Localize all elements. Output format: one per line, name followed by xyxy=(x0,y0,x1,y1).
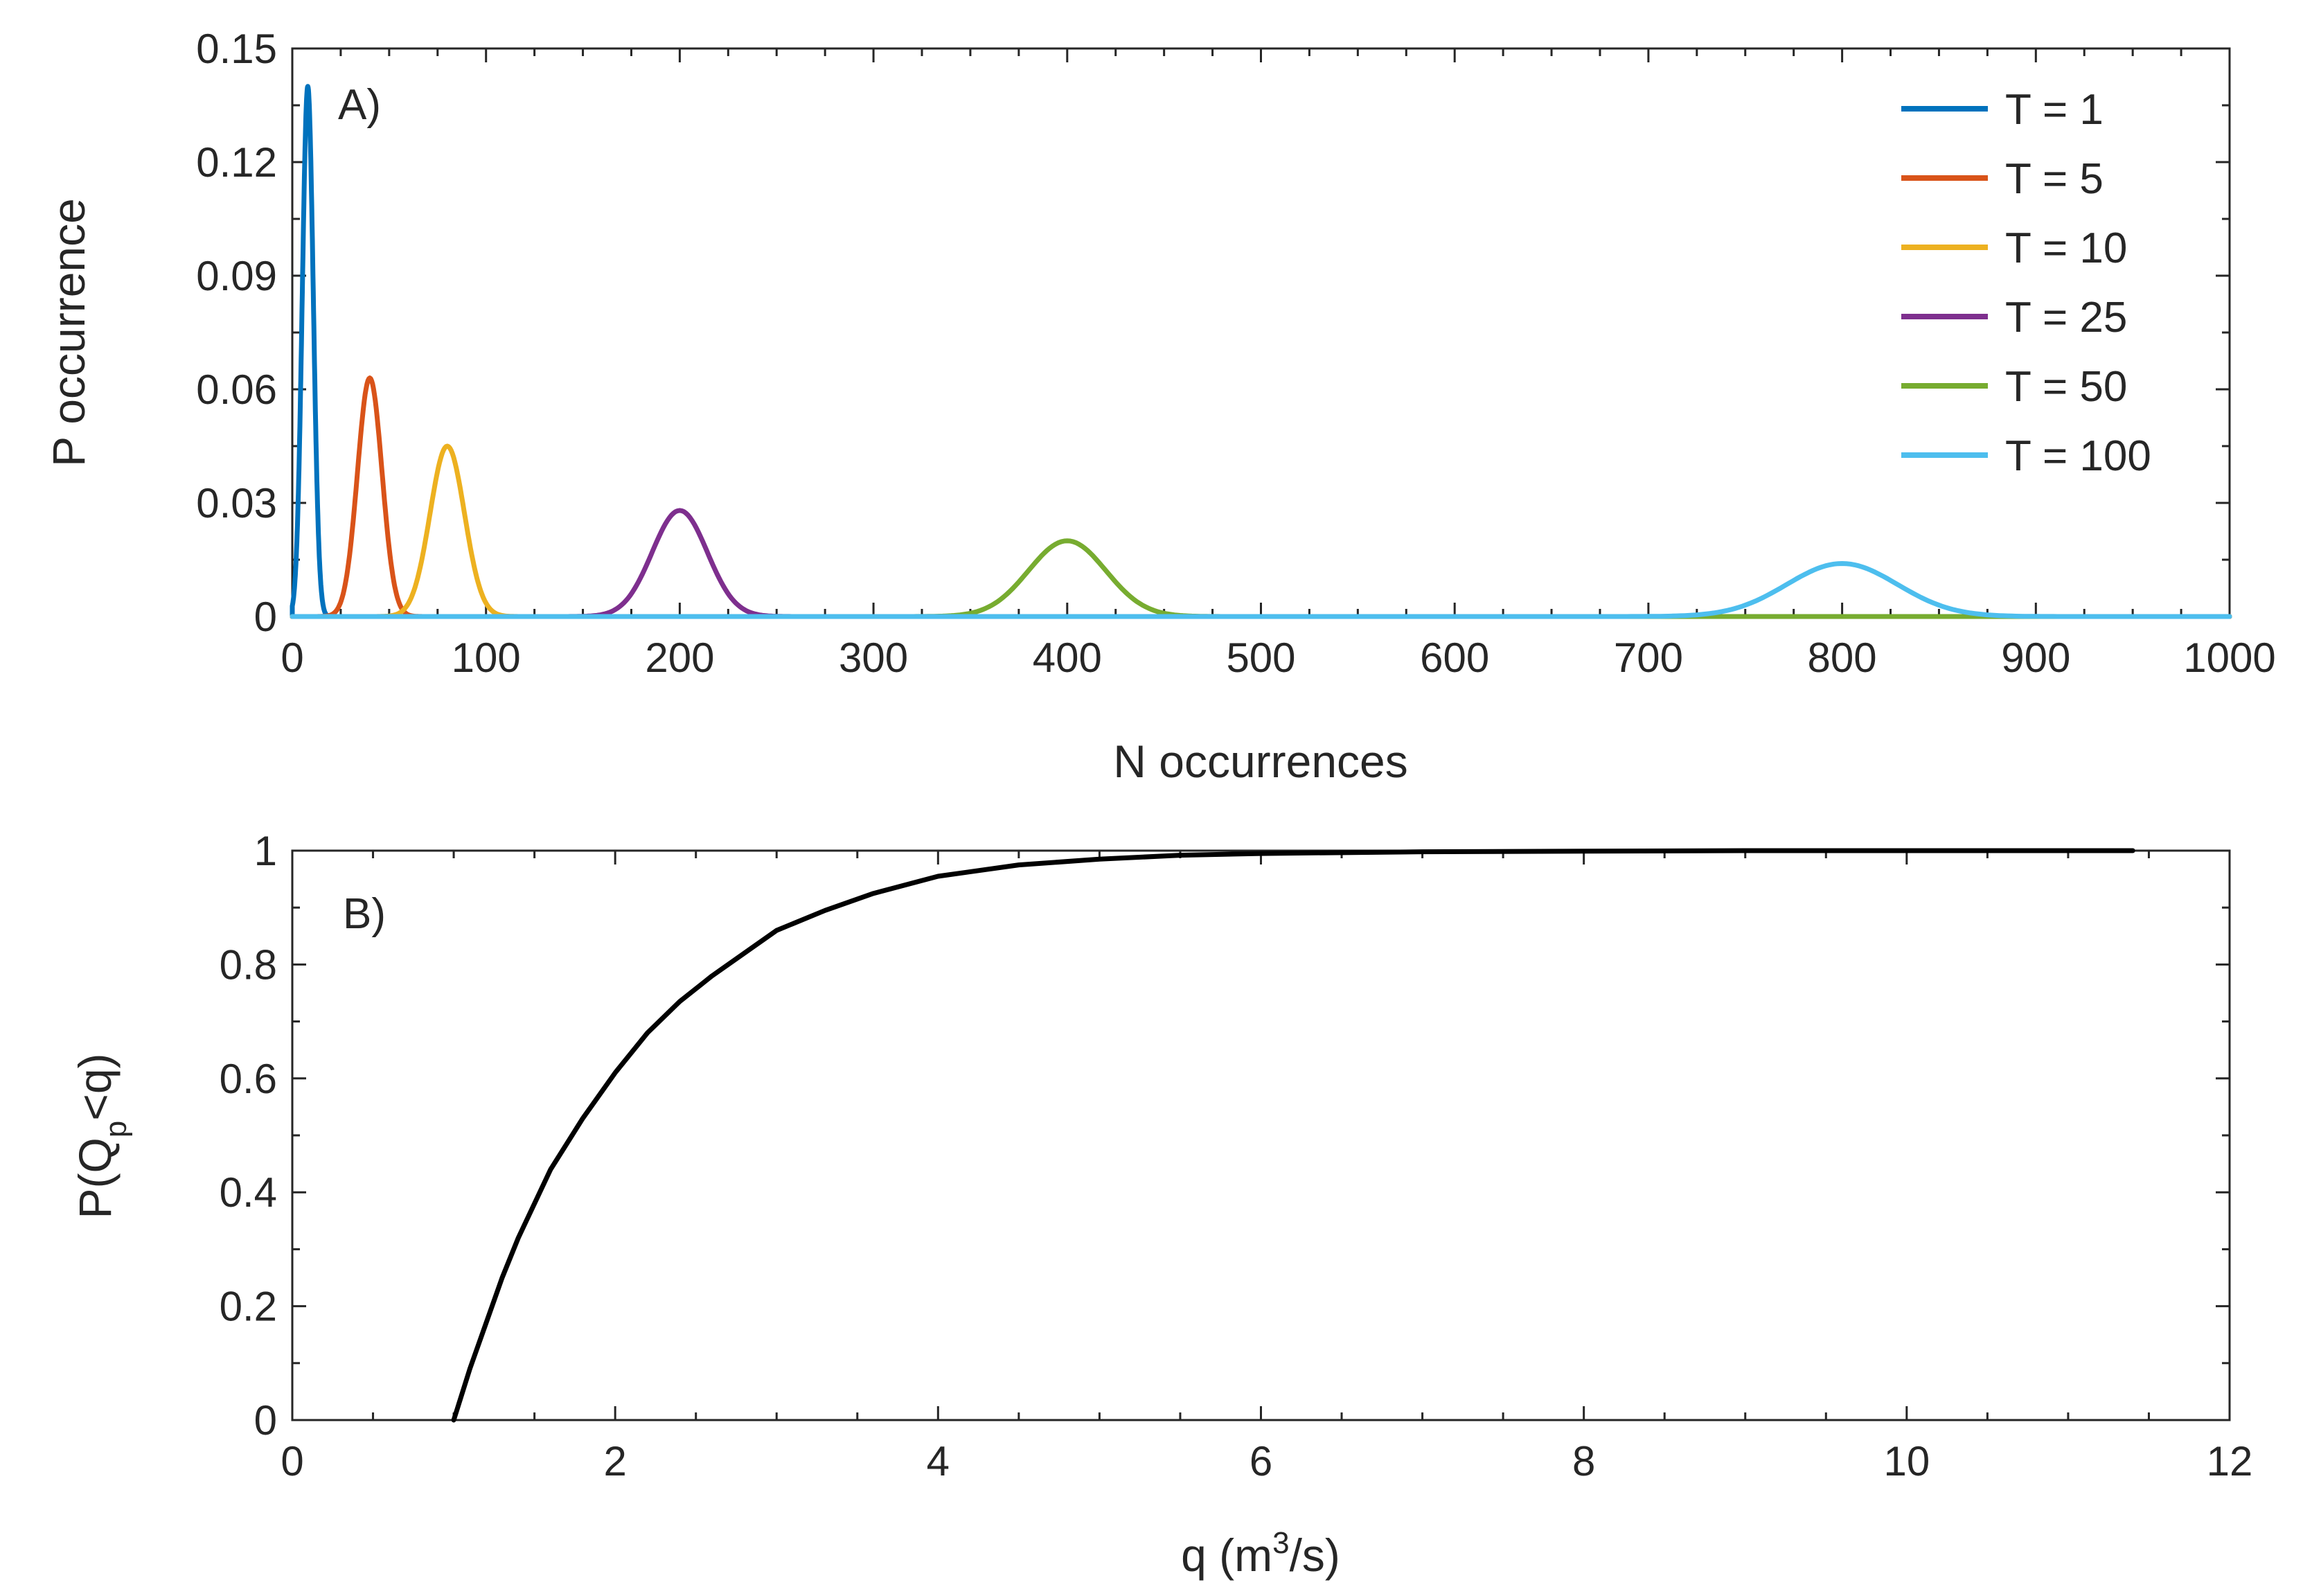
panel-b-x-tick-label: 2 xyxy=(603,1438,626,1484)
panel-a: 0 100 200 300 400 500 600 700 800 900 1000 0 0.03 0.0… xyxy=(43,26,2276,787)
panel-a-x-tick-label: 400 xyxy=(1033,635,1102,681)
panel-b: 0 2 4 6 8 10 12 0 0.2 0.4 0.6 0.8 1 B) q (m3/s) P(Qp… xyxy=(69,828,2252,1581)
panel-a-y-tick-label: 0.15 xyxy=(196,26,277,72)
panel-a-x-tick-label: 900 xyxy=(2001,635,2070,681)
panel-b-y-label-part: P(Q xyxy=(69,1137,121,1218)
panel-a-x-tick-label: 1000 xyxy=(2183,635,2275,681)
panel-b-y-tick-label: 1 xyxy=(254,828,277,874)
panel-a-y-tick-label: 0.09 xyxy=(196,253,277,299)
panel-a-x-tick-label: 700 xyxy=(1614,635,1683,681)
panel-b-y-label-part: <q) xyxy=(69,1053,121,1120)
panel-a-tag: A) xyxy=(338,81,381,129)
panel-a-x-tick-label: 100 xyxy=(452,635,521,681)
panel-a-x-tick-label: 600 xyxy=(1420,635,1489,681)
legend-label: T = 5 xyxy=(2005,155,2104,203)
panel-a-x-tick-label: 200 xyxy=(645,635,714,681)
legend-label: T = 25 xyxy=(2005,294,2127,342)
panel-a-y-tick-label: 0 xyxy=(254,594,277,640)
panel-b-x-tick-label: 0 xyxy=(281,1438,303,1484)
panel-b-y-tick-label: 0.6 xyxy=(220,1056,277,1102)
panel-b-y-tick-label: 0 xyxy=(254,1397,277,1444)
panel-b-y-tick-label: 0.8 xyxy=(220,941,277,988)
panel-a-y-axis-label: P occurrence xyxy=(43,198,94,467)
legend-label: T = 50 xyxy=(2005,363,2127,411)
panel-b-x-label-superscript: 3 xyxy=(1272,1526,1289,1560)
panel-b-y-tick-label: 0.4 xyxy=(220,1169,277,1216)
panel-b-x-tick-label: 10 xyxy=(1883,1438,1930,1484)
panel-a-x-tick-label: 300 xyxy=(839,635,908,681)
panel-a-y-tick-label: 0.12 xyxy=(196,139,277,186)
panel-b-x-tick-label: 4 xyxy=(927,1438,950,1484)
panel-a-series-line-t10 xyxy=(290,443,2232,619)
panel-b-axes-box xyxy=(291,849,2231,1421)
panel-a-series-line-t25 xyxy=(290,508,2232,619)
legend-label: T = 10 xyxy=(2005,224,2127,272)
panel-a-series-line-t5 xyxy=(290,375,2232,619)
panel-b-tag: B) xyxy=(343,890,386,938)
panel-b-x-label-part: /s) xyxy=(1290,1530,1340,1581)
panel-a-series-line-t100 xyxy=(290,561,2232,619)
legend-label: T = 1 xyxy=(2005,86,2104,134)
panel-a-x-tick-label: 500 xyxy=(1226,635,1295,681)
panel-a-x-tick-label: 800 xyxy=(1808,635,1877,681)
panel-a-x-tick-label: 0 xyxy=(281,635,303,681)
panel-a-y-tick-label: 0.06 xyxy=(196,366,277,413)
panel-b-y-tick-label: 0.2 xyxy=(220,1284,277,1330)
panel-b-y-label-subscript: p xyxy=(99,1121,133,1137)
panel-a-x-axis-label: N occurrences xyxy=(1113,736,1408,787)
panel-b-x-tick-label: 8 xyxy=(1572,1438,1595,1484)
panel-b-y-axis-label: P(Qp<q) xyxy=(69,1053,133,1218)
panel-b-x-label-part: q (m xyxy=(1181,1530,1272,1581)
panel-a-y-tick-label: 0.03 xyxy=(196,480,277,526)
panel-a-axes-box xyxy=(291,47,2231,618)
legend-label: T = 100 xyxy=(2005,432,2151,480)
panel-a-legend: T = 1 T = 5 T = 10 T = 25 T = 50 T = 100 xyxy=(1901,86,2151,480)
panel-b-x-tick-label: 6 xyxy=(1250,1438,1272,1484)
panel-b-cdf-line xyxy=(451,848,2135,1423)
panel-a-series-line-t1 xyxy=(290,84,2232,619)
panel-b-x-axis-label: q (m3/s) xyxy=(1181,1526,1340,1581)
panel-b-x-tick-label: 12 xyxy=(2207,1438,2253,1484)
